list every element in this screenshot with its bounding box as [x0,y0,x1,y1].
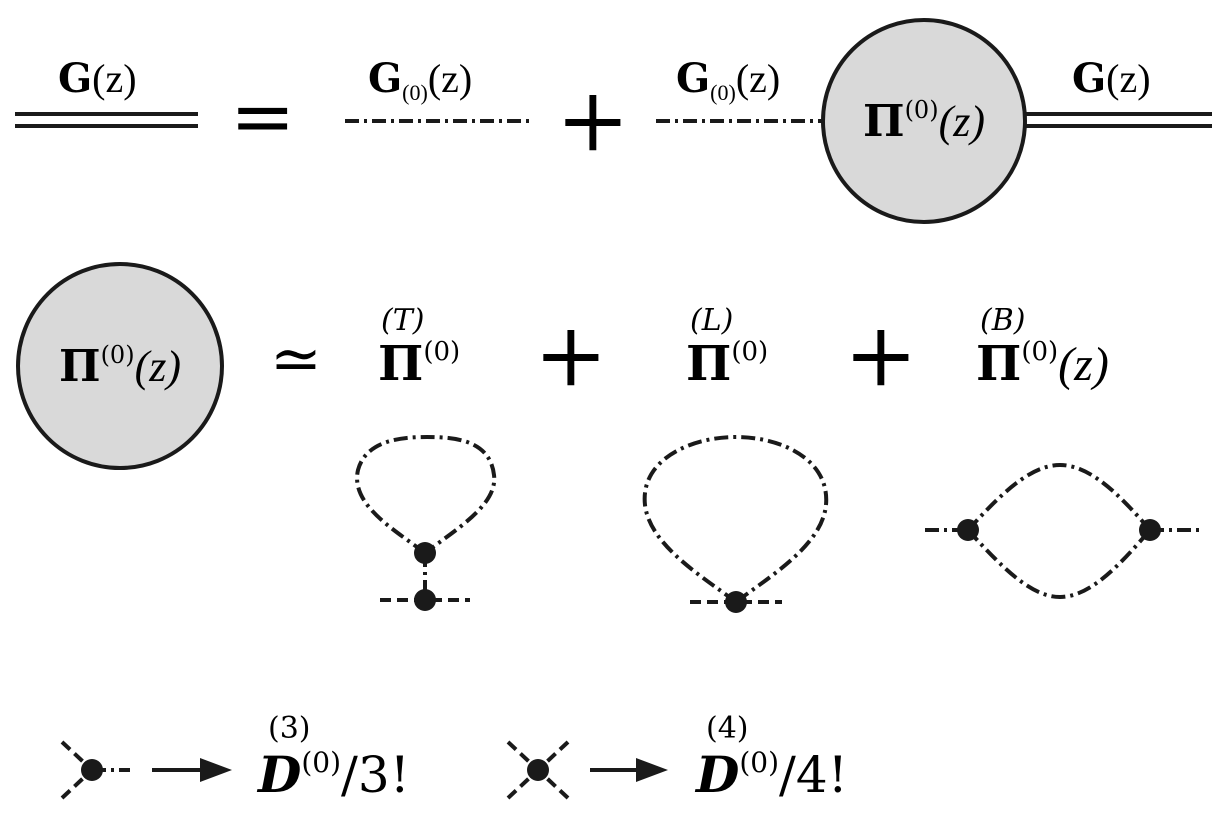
self-energy-blob-row2-label: Π(0)(z) [59,341,181,392]
quartic-vertex-dot [527,759,549,781]
cubic-vertex-tag: (3) [268,711,311,746]
term-bubble-label: Π(0)(z) [976,336,1109,392]
bubble-diagram [925,462,1202,600]
quartic-vertex-tag: (4) [706,711,749,746]
free-G2-arg: (z) [736,56,780,101]
loop-diagram [642,434,829,613]
free-G-subscript: (0) [402,80,428,105]
full-propagator-line-lhs [15,112,198,128]
plus-sign-row2-a: + [534,303,608,406]
cubic-arrow-head [200,758,232,782]
term-tadpole-label: Π(0) [378,336,460,392]
term-bubble-tag: (B) [980,303,1025,338]
free-G-symbol: G [368,55,402,102]
plus-sign-row2-b: + [844,303,918,406]
free-propagator-label-2: G(0)(z) [676,55,780,105]
cubic-vertex-legend [60,740,232,800]
self-energy-blob-row1 [821,18,1027,224]
lhs-propagator-label: G(z) [58,55,137,102]
lhs-G-arg: (z) [92,56,136,101]
cubic-vertex-dot [81,759,103,781]
self-energy-blob-row1-label: Π(0)(z) [863,96,985,147]
free-G-arg: (z) [428,56,472,101]
tadpole-diagram [355,434,497,611]
cubic-vertex-label: D(0)/3! [256,745,410,804]
equals-sign: = [230,72,295,162]
full-propagator-line-rhs [1026,112,1212,128]
free-propagator-label: G(0)(z) [368,55,472,105]
term-loop-tag: (L) [690,303,733,338]
quartic-vertex-legend [506,740,668,800]
self-energy-blob-row2 [16,262,224,470]
bubble-upper-arc [966,462,1152,532]
free-G2-symbol: G [676,55,710,102]
quartic-arrow-head [636,758,668,782]
plus-sign-row1: + [556,68,630,171]
tadpole-upper-vertex [414,542,436,564]
free-G2-subscript: (0) [710,80,736,105]
rhs-propagator-label: G(z) [1072,55,1151,102]
bubble-left-vertex [957,519,979,541]
tadpole-loop [355,434,497,556]
tadpole-lower-vertex [414,589,436,611]
bubble-lower-arc [966,528,1152,600]
loop-circle [642,434,829,605]
bubble-right-vertex [1139,519,1161,541]
term-tadpole-tag: (T) [381,303,424,338]
lhs-G-symbol: G [58,55,92,102]
loop-vertex [725,591,747,613]
quartic-vertex-label: D(0)/4! [694,745,848,804]
term-loop-label: Π(0) [686,336,768,392]
approx-sign: ≃ [270,322,322,395]
